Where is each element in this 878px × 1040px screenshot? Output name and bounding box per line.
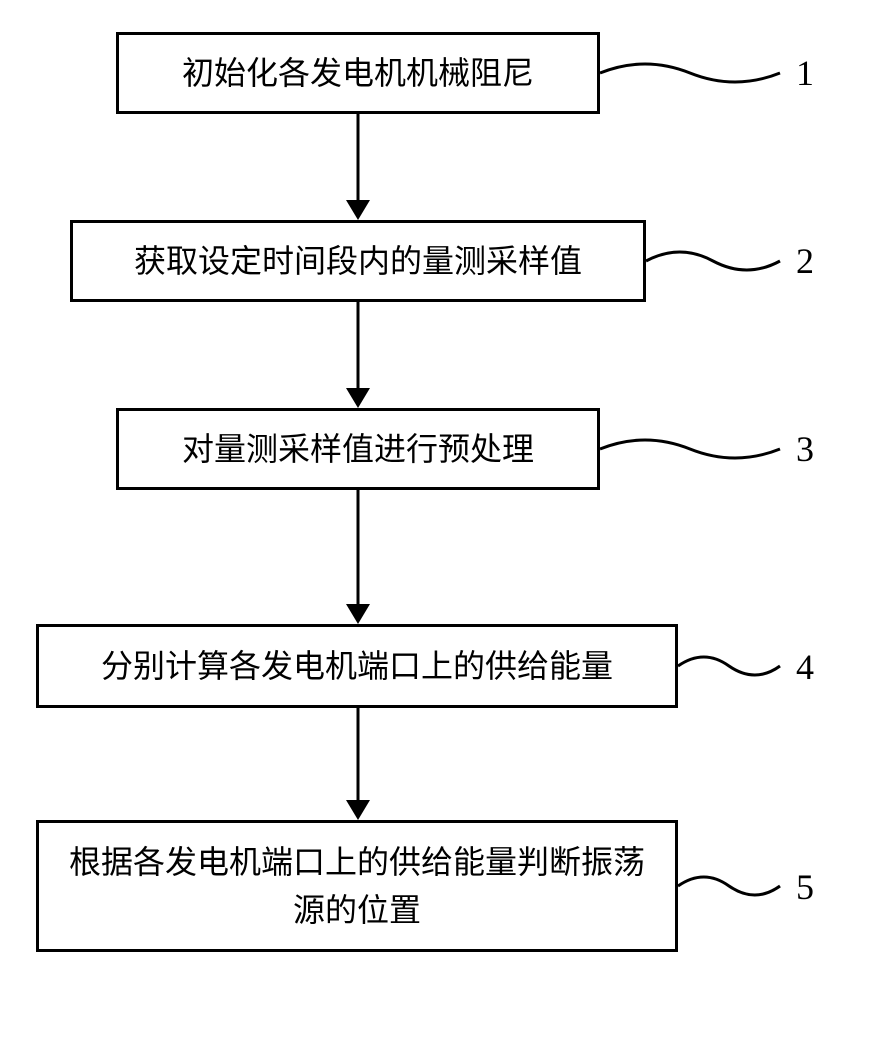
connector-2 — [646, 243, 790, 288]
arrow-4-5-line — [357, 708, 360, 800]
flowchart-step-1: 初始化各发电机机械阻尼 — [116, 32, 600, 114]
flowchart-step-2: 获取设定时间段内的量测采样值 — [70, 220, 646, 302]
arrow-3-4-line — [357, 490, 360, 604]
label-2: 2 — [796, 240, 814, 282]
label-5: 5 — [796, 866, 814, 908]
connector-4 — [678, 648, 790, 693]
step-1-text: 初始化各发电机机械阻尼 — [182, 49, 534, 97]
arrow-1-2-line — [357, 114, 360, 200]
label-1: 1 — [796, 52, 814, 94]
label-4: 4 — [796, 646, 814, 688]
step-3-text: 对量测采样值进行预处理 — [182, 425, 534, 473]
label-3: 3 — [796, 428, 814, 470]
arrow-2-3-line — [357, 302, 360, 388]
arrow-2-3-head — [346, 388, 370, 408]
arrow-4-5-head — [346, 800, 370, 820]
arrow-1-2-head — [346, 200, 370, 220]
arrow-3-4-head — [346, 604, 370, 624]
step-4-text: 分别计算各发电机端口上的供给能量 — [101, 642, 613, 690]
step-5-text: 根据各发电机端口上的供给能量判断振荡源的位置 — [59, 838, 655, 934]
flowchart-step-3: 对量测采样值进行预处理 — [116, 408, 600, 490]
connector-3 — [600, 431, 790, 476]
connector-5 — [678, 868, 790, 913]
flowchart-container: 初始化各发电机机械阻尼 获取设定时间段内的量测采样值 对量测采样值进行预处理 分… — [0, 0, 878, 1040]
flowchart-step-4: 分别计算各发电机端口上的供给能量 — [36, 624, 678, 708]
connector-1 — [600, 55, 790, 100]
step-2-text: 获取设定时间段内的量测采样值 — [134, 237, 582, 285]
flowchart-step-5: 根据各发电机端口上的供给能量判断振荡源的位置 — [36, 820, 678, 952]
